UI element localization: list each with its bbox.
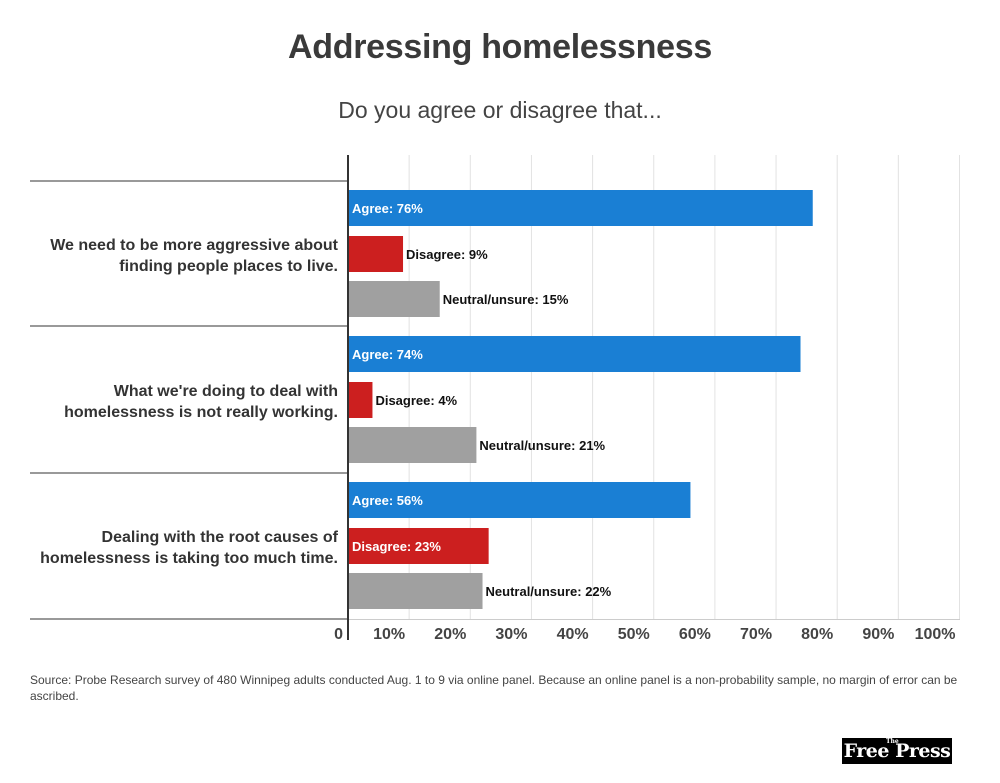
data-label: Agree: 76% bbox=[352, 201, 423, 216]
category-label: We need to be more aggressive about bbox=[50, 237, 338, 254]
bar-disagree-2 bbox=[348, 382, 373, 418]
bar-chart: Agree: 76% Agree: 74% Agree: 56% Disagree: … bbox=[30, 155, 960, 643]
x-tick-label: 10% bbox=[373, 626, 405, 643]
free-press-logo: The Free Press bbox=[842, 738, 952, 764]
data-label: Neutral/unsure: 15% bbox=[443, 292, 569, 307]
category-label: homelessness is taking too much time. bbox=[40, 550, 338, 567]
x-tick-label: 90% bbox=[862, 626, 894, 643]
x-tick-label: 20% bbox=[434, 626, 466, 643]
category-label: homelessness is not really working. bbox=[64, 404, 338, 421]
data-label: Disagree: 9% bbox=[406, 247, 488, 262]
data-label: Agree: 74% bbox=[352, 347, 423, 362]
bar-neutral-unsure-2 bbox=[348, 427, 477, 463]
category-label: What we're doing to deal with bbox=[114, 383, 338, 400]
data-label: Disagree: 4% bbox=[375, 393, 457, 408]
bar-neutral-unsure-3 bbox=[348, 573, 483, 609]
bar-agree-2 bbox=[348, 336, 801, 372]
x-tick-label: 40% bbox=[557, 626, 589, 643]
bar-disagree-3 bbox=[348, 528, 489, 564]
category-label: finding people places to live. bbox=[119, 258, 338, 275]
x-tick-label: 50% bbox=[618, 626, 650, 643]
logo-text: Free Press bbox=[843, 740, 951, 762]
bar-agree-3 bbox=[348, 482, 691, 518]
x-tick-label: 30% bbox=[495, 626, 527, 643]
logo-prefix: The bbox=[886, 738, 899, 745]
source-note: Source: Probe Research survey of 480 Win… bbox=[30, 673, 958, 703]
x-tick-label: 70% bbox=[740, 626, 772, 643]
x-tick-label: 0 bbox=[334, 626, 343, 643]
data-label: Disagree: 23% bbox=[352, 539, 441, 554]
x-tick-label: 60% bbox=[679, 626, 711, 643]
bar-disagree-1 bbox=[348, 236, 404, 272]
bar-agree-1 bbox=[348, 190, 813, 226]
data-label: Neutral/unsure: 21% bbox=[479, 438, 605, 453]
chart-subtitle: Do you agree or disagree that... bbox=[338, 97, 662, 123]
bar-neutral-unsure-1 bbox=[348, 281, 440, 317]
x-tick-label: 100% bbox=[915, 626, 956, 643]
category-label: Dealing with the root causes of bbox=[102, 529, 339, 546]
data-label: Neutral/unsure: 22% bbox=[486, 584, 612, 599]
x-tick-label: 80% bbox=[801, 626, 833, 643]
chart-title: Addressing homelessness bbox=[288, 28, 712, 66]
data-label: Agree: 56% bbox=[352, 493, 423, 508]
